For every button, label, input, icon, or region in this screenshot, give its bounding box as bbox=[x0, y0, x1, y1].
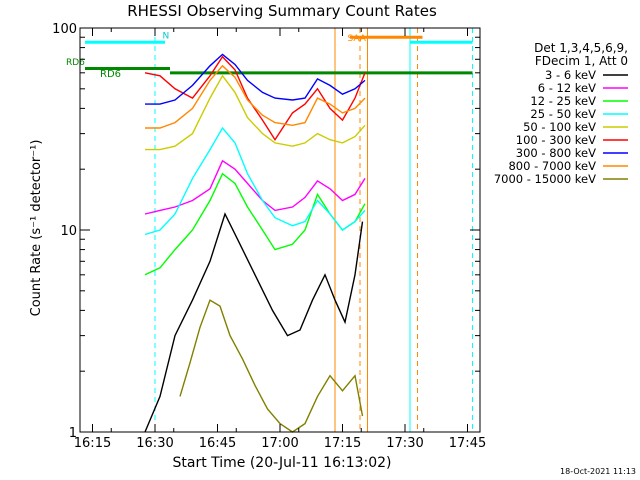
rd6-label-inner: RD6 bbox=[100, 69, 121, 80]
y-axis-label: Count Rate (s⁻¹ detector⁻¹) bbox=[29, 140, 44, 317]
plot-frame bbox=[79, 27, 481, 433]
legend-label-7: 800 - 7000 keV bbox=[508, 159, 596, 173]
series-line-5 bbox=[144, 55, 366, 141]
legend-label-6: 300 - 800 keV bbox=[516, 146, 596, 160]
series-line-4 bbox=[145, 74, 366, 151]
legend-label-5: 100 - 300 keV bbox=[516, 133, 596, 147]
chart-title: RHESSI Observing Summary Count Rates bbox=[127, 2, 437, 20]
x-tick-label-2: 16:45 bbox=[199, 436, 236, 451]
x-tick-label-3: 17:00 bbox=[261, 436, 298, 451]
legend-label-1: 6 - 12 keV bbox=[538, 81, 596, 95]
legend-header-line-1: Det 1,3,4,5,6,9, bbox=[534, 41, 628, 55]
series-line-3 bbox=[144, 126, 366, 236]
series-line-8 bbox=[179, 299, 364, 433]
y-tick-label-2: 100 bbox=[52, 22, 77, 37]
saa-label: SAA bbox=[348, 34, 367, 44]
x-tick-label-0: 16:15 bbox=[74, 436, 111, 451]
x-tick-label-6: 17:45 bbox=[449, 436, 486, 451]
legend-label-3: 25 - 50 keV bbox=[530, 107, 596, 121]
rd6-label-left: RD6 bbox=[66, 58, 85, 68]
x-tick-label-1: 16:30 bbox=[136, 436, 173, 451]
y-tick-label-1: 10 bbox=[60, 224, 77, 239]
series-line-7 bbox=[145, 64, 366, 129]
legend-header-line-2: FDecim 1, Att 0 bbox=[535, 54, 628, 68]
x-axis-label: Start Time (20-Jul-11 16:13:02) bbox=[172, 455, 391, 471]
series-line-0 bbox=[144, 212, 364, 433]
legend-label-8: 7000 - 15000 keV bbox=[494, 172, 596, 186]
series-line-6 bbox=[145, 53, 366, 105]
y-tick-label-0: 1 bbox=[69, 426, 77, 441]
x-tick-label-5: 17:30 bbox=[386, 436, 423, 451]
legend-label-2: 12 - 25 keV bbox=[530, 94, 596, 108]
series-layer bbox=[144, 53, 366, 433]
night-label: N bbox=[163, 31, 170, 41]
flag-layer: RD6 RD6 N SAA bbox=[66, 28, 473, 432]
footer-timestamp: 18-Oct-2021 11:13 bbox=[560, 467, 636, 476]
legend-label-4: 50 - 100 keV bbox=[523, 120, 596, 134]
axes-layer: 16:15 16:30 16:45 17:00 17:15 17:30 17:45 1 10 10… bbox=[52, 22, 486, 451]
series-line-2 bbox=[144, 172, 366, 276]
x-tick-label-4: 17:15 bbox=[324, 436, 361, 451]
legend-label-0: 3 - 6 keV bbox=[545, 68, 596, 82]
